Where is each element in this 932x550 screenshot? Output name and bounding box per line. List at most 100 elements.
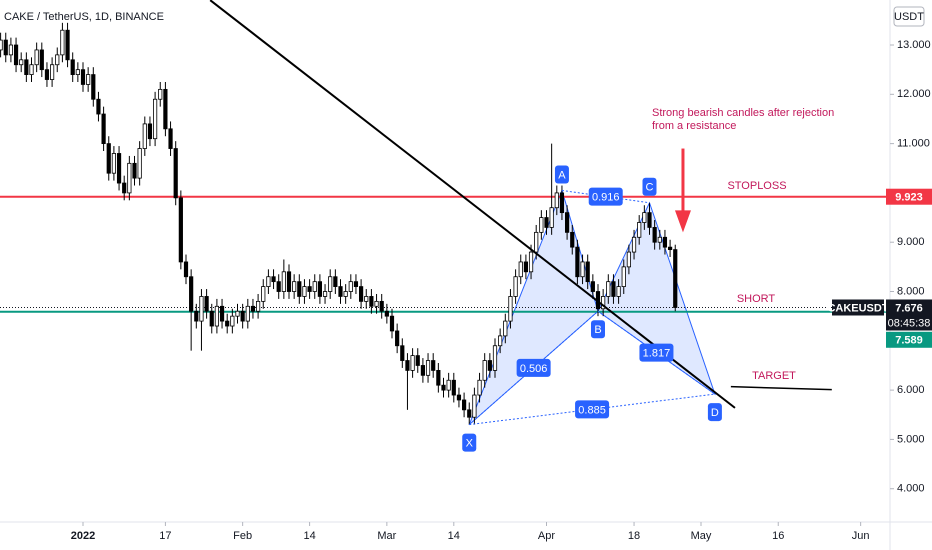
candle-body: [436, 369, 441, 386]
candle-body: [44, 69, 50, 80]
candle-body: [153, 98, 158, 140]
last-price-label: 7.676: [895, 302, 923, 314]
candle-body: [580, 261, 585, 278]
x-tick-label: 17: [159, 530, 171, 542]
pattern-point-box: [554, 165, 569, 184]
candle-body: [611, 281, 616, 297]
candle-body: [554, 192, 559, 209]
price-label-box: [886, 331, 932, 348]
ratio-box: [575, 400, 610, 419]
candle-body: [183, 261, 189, 278]
currency-box[interactable]: [893, 6, 925, 27]
level-name: STOPLOSS: [727, 180, 786, 192]
candle-body: [384, 310, 389, 317]
candle-body: [606, 281, 611, 297]
candle-body: [528, 251, 534, 273]
price-label: 9.923: [895, 192, 923, 204]
candle-body: [482, 360, 487, 381]
ratio-label: 0.506: [520, 363, 548, 375]
candle-body: [137, 148, 142, 179]
candle-body: [420, 365, 425, 376]
candle-body: [106, 143, 111, 174]
candle-body: [503, 320, 508, 337]
candle-body: [65, 29, 70, 61]
candle-body: [173, 148, 178, 199]
x-tick-label: May: [691, 530, 712, 542]
candle-body: [250, 305, 256, 312]
candle-body: [245, 305, 250, 322]
candle-body: [219, 305, 225, 322]
chart-title: CAKE / TetherUS, 1D, BINANCE: [4, 11, 164, 23]
candle-body: [647, 212, 652, 228]
candle-body: [374, 300, 379, 307]
candle-body: [101, 113, 106, 145]
candle-body: [127, 162, 132, 194]
x-tick-label: Apr: [538, 530, 555, 542]
candle-body: [70, 59, 75, 75]
candle-body: [194, 310, 199, 322]
currency: USDT: [894, 11, 924, 23]
pattern-point-label: A: [558, 169, 566, 181]
candle-body: [163, 88, 168, 130]
candle-body: [657, 236, 662, 243]
candle-body: [132, 162, 137, 179]
y-tick-label: 9.000: [897, 236, 925, 248]
candle-body: [50, 64, 55, 80]
candle-body: [534, 231, 539, 253]
price-label-box: [886, 188, 932, 205]
candle-body: [39, 49, 44, 71]
symbol-label: CAKEUSDT: [827, 302, 888, 314]
candle-body: [364, 296, 369, 302]
pattern-point-label: D: [711, 407, 719, 419]
candle-body: [266, 276, 271, 287]
candle-body: [343, 291, 348, 297]
candle-body: [431, 360, 436, 371]
pattern-point-label: X: [466, 438, 474, 450]
candle-body: [389, 315, 395, 332]
candle-body: [328, 276, 333, 292]
candle-body: [111, 153, 117, 174]
candle-body: [312, 281, 317, 292]
ratio-label: 0.916: [592, 192, 620, 204]
candle-body: [55, 54, 60, 66]
y-tick-label: 8.000: [897, 285, 925, 297]
candle-body: [400, 345, 405, 361]
candle-body: [322, 291, 328, 297]
candle-body: [544, 217, 549, 228]
pattern-point-label: C: [646, 182, 654, 194]
candle-body: [369, 296, 374, 307]
candle-body: [297, 281, 302, 297]
x-tick-label: 18: [628, 530, 640, 542]
candle-body: [487, 360, 492, 371]
pattern-point-box: [642, 177, 657, 196]
candle-body: [508, 296, 513, 322]
candle-body: [80, 69, 86, 85]
candle-body: [626, 251, 631, 268]
candle-body: [235, 310, 240, 317]
candle-body: [142, 123, 147, 149]
x-tick-label: 16: [772, 530, 784, 542]
x-tick-label: Feb: [233, 530, 252, 542]
candle-body: [292, 281, 297, 292]
candle-body: [158, 88, 163, 100]
candle-body: [348, 281, 353, 292]
candle-body: [461, 399, 467, 411]
candle-body: [662, 236, 668, 248]
candle-body: [667, 246, 673, 251]
candle-body: [116, 153, 122, 184]
ratio-label: 0.885: [578, 404, 606, 416]
target-name: TARGET: [752, 370, 796, 382]
candle-body: [621, 266, 626, 287]
last-price-box: [886, 299, 932, 331]
candle-body: [317, 281, 322, 297]
candle-body: [333, 276, 338, 287]
candle-body: [498, 335, 503, 347]
candle-body: [225, 320, 230, 327]
candle-body: [261, 286, 266, 302]
candle-body: [209, 310, 214, 327]
candle-body: [441, 384, 446, 391]
candle-body: [616, 286, 621, 297]
annotation: Strong bearish candles after rejection: [652, 107, 834, 119]
candle-body: [204, 296, 209, 312]
